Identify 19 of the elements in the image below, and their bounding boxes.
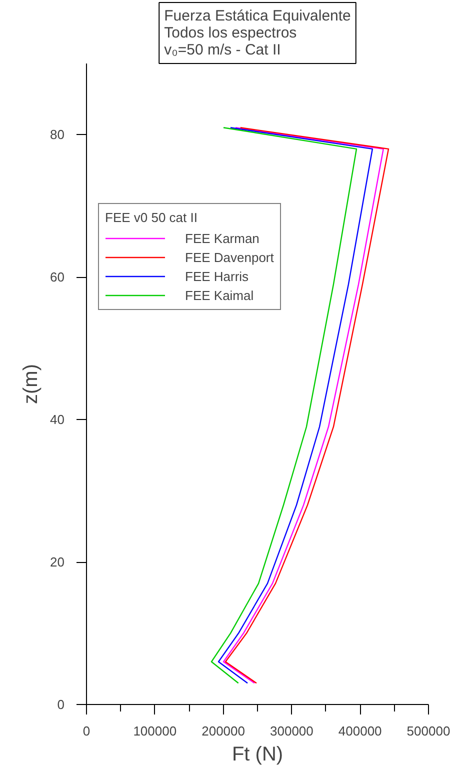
legend-label: FEE Harris — [185, 268, 249, 284]
y-tick-label: 0 — [57, 697, 65, 712]
y-tick-label: 80 — [50, 127, 65, 142]
y-tick-label: 20 — [50, 554, 65, 570]
x-tick-label: 400000 — [338, 724, 382, 738]
x-axis-title: Ft (N) — [232, 744, 284, 766]
y-axis-title: z(m) — [20, 364, 42, 404]
legend-label: FEE Karman — [185, 230, 260, 246]
x-tick-label: 500000 — [406, 724, 450, 738]
x-tick-label: 300000 — [270, 724, 314, 738]
legend-label: FEE Davenport — [185, 249, 274, 265]
y-tick-label: 40 — [50, 412, 65, 428]
chart-title: Fuerza Estática Equivalente Todos los espectros v₀=50 m/s - Cat II — [164, 8, 351, 58]
y-tick-label: 60 — [50, 270, 65, 285]
legend-label: FEE Kaimal — [185, 287, 254, 303]
x-tick-label: 0 — [82, 724, 90, 738]
x-tick-label: 100000 — [133, 724, 177, 738]
legend-title: FEE v0 50 cat II — [105, 210, 198, 225]
x-tick-label: 200000 — [202, 724, 245, 738]
